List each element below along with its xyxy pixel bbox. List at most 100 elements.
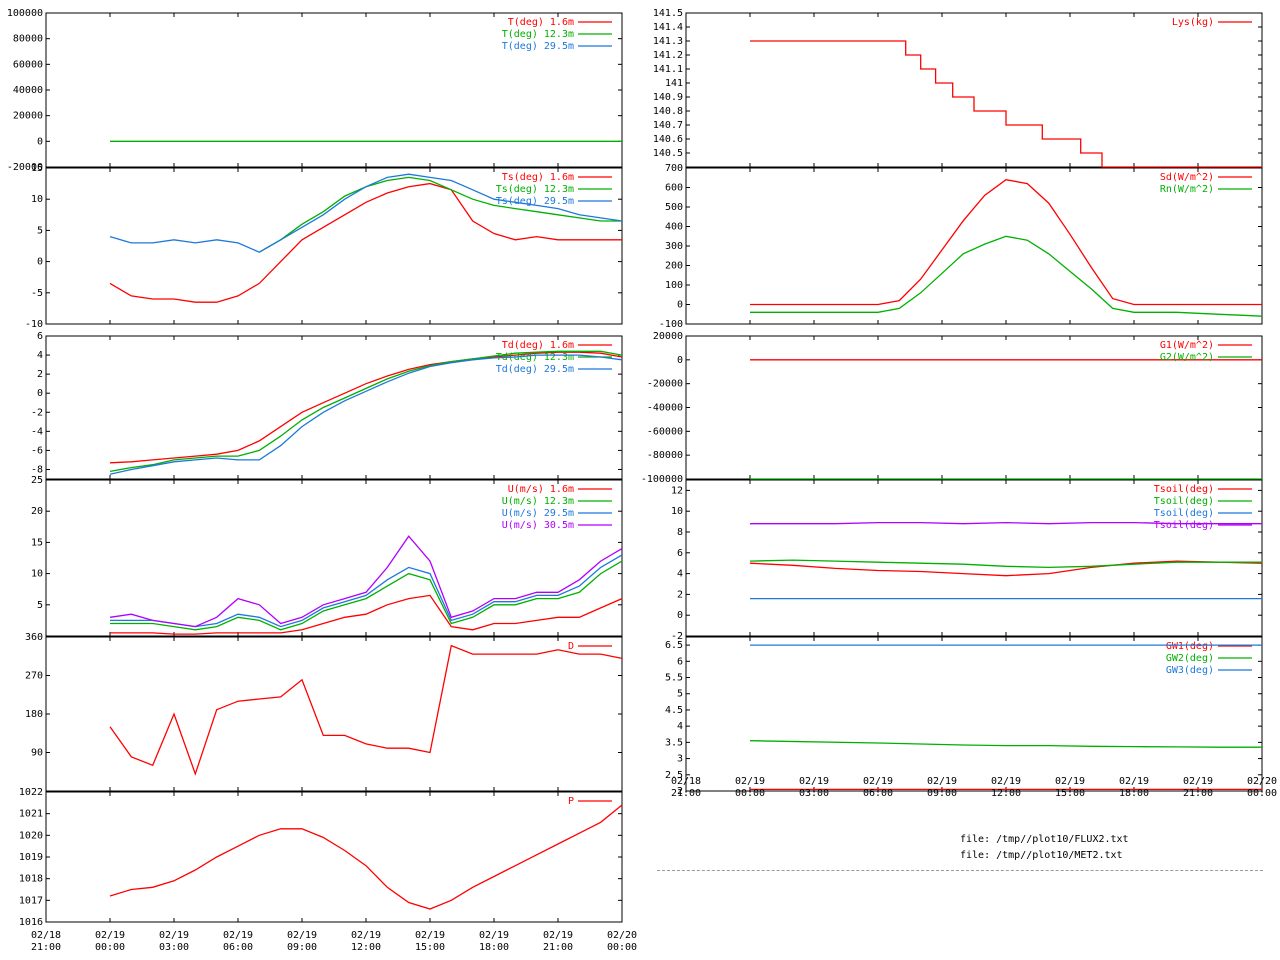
y-tick-label: 400 — [665, 222, 683, 233]
panel-tsoil: 121086420-2Tsoil(deg)Tsoil(deg)Tsoil(deg… — [671, 479, 1263, 642]
panel-rad: 700 600 500 400 300 200 100 0 -100 Sd(W/m^2)Rn(W/… — [659, 163, 1263, 330]
x-tick-label: 15:00 — [415, 942, 445, 953]
y-tick-label: 6 — [677, 548, 683, 559]
y-tick-label: 500 — [665, 202, 683, 213]
x-tick-label: 02/19 — [287, 930, 317, 941]
panel-dir: 360 270 180 90 D — [25, 632, 623, 792]
x-tick-label: 02/19 — [95, 930, 125, 941]
x-tick-label: 02/19 — [159, 930, 189, 941]
y-tick-label: 5 — [37, 225, 43, 236]
y-tick-label: 1016 — [19, 917, 43, 928]
y-tick-label: 2 — [37, 369, 43, 380]
y-tick-label: 2 — [677, 786, 683, 797]
y-tick-label: 6.5 — [665, 640, 683, 651]
y-tick-label: 0 — [677, 355, 683, 366]
y-tick-label: 6 — [677, 656, 683, 667]
y-tick-label: 0 — [37, 136, 43, 147]
x-tick-label: 02/19 — [863, 776, 893, 787]
y-tick-label: 12 — [671, 485, 683, 496]
y-tick-label: -2 — [671, 631, 683, 642]
x-tick-label: 00:00 — [607, 942, 637, 953]
legend-label: Rn(W/m^2) — [1160, 184, 1214, 195]
y-tick-label: -20000 — [647, 379, 683, 390]
y-tick-label: 1021 — [19, 809, 43, 820]
y-tick-label: 141 — [665, 78, 683, 89]
y-tick-label: -2 — [31, 407, 43, 418]
y-tick-label: 360 — [25, 632, 43, 643]
series-line — [750, 40, 1262, 168]
series-line — [109, 804, 623, 910]
panel-temp: 100000 80000 60000 40000 20000 0 -20000 T(deg) … — [7, 8, 623, 173]
y-tick-label: 200 — [665, 261, 683, 272]
y-tick-label: -100000 — [641, 474, 683, 485]
legend-label: Td(deg) 12.3m — [496, 352, 574, 363]
series-line — [750, 179, 1262, 306]
series-line — [258, 176, 622, 253]
y-tick-label: 10 — [31, 194, 43, 205]
x-tick-label: 02/19 — [1183, 776, 1213, 787]
y-tick-label: 1020 — [19, 830, 43, 841]
legend-label: T(deg) 12.3m — [502, 29, 574, 40]
footer-file-flux: file: /tmp//plot10/FLUX2.txt — [960, 834, 1129, 845]
y-tick-label: 100000 — [7, 8, 43, 19]
legend-label: U(m/s) 29.5m — [502, 508, 574, 519]
y-tick-label: 8 — [677, 527, 683, 538]
separator-line — [657, 870, 1263, 871]
legend-label: D — [568, 641, 574, 652]
y-tick-label: 141.5 — [653, 8, 683, 19]
x-tick-label: 02/19 — [927, 776, 957, 787]
y-tick-label: 141.2 — [653, 50, 683, 61]
legend-label: U(m/s) 12.3m — [502, 496, 574, 507]
y-tick-label: 90 — [31, 748, 43, 759]
y-tick-label: 20 — [31, 506, 43, 517]
y-tick-label: 141.3 — [653, 36, 683, 47]
x-axis-labels: 02/1821:0002/1900:0002/1903:0002/1906:00… — [31, 930, 637, 953]
series-line — [749, 740, 1262, 748]
legend-label: Tsoil(deg) — [1154, 484, 1214, 495]
x-tick-label: 02/19 — [223, 930, 253, 941]
panel-gw: 6.5 6 5.5 5 4.5 4 3.5 3 2.5 2 GW1(deg)GW2(deg)GW3(… — [665, 636, 1263, 797]
panel-frame — [685, 479, 1263, 637]
y-tick-label: -6 — [31, 445, 43, 456]
legend-label: Ts(deg) 1.6m — [502, 172, 574, 183]
y-tick-label: 141.1 — [653, 64, 683, 75]
x-tick-label: 00:00 — [1247, 788, 1277, 799]
y-tick-label: 1018 — [19, 874, 43, 885]
panel-frame — [685, 636, 1263, 792]
legend-label: T(deg) 29.5m — [502, 41, 574, 52]
series-line — [109, 535, 623, 628]
y-tick-label: 4 — [37, 350, 43, 361]
x-tick-label: 02/18 — [671, 776, 701, 787]
y-tick-label: 80000 — [13, 34, 43, 45]
y-tick-label: 4 — [677, 569, 683, 580]
legend-label: Ts(deg) 29.5m — [496, 196, 574, 207]
panel-wind: 25 20 15 10 5 U(m/s) 1.6mU(m/s) 12.3mU(m/s) 2… — [31, 475, 623, 637]
x-tick-label: 00:00 — [735, 788, 765, 799]
series-line — [110, 594, 623, 635]
x-tick-label: 02/19 — [799, 776, 829, 787]
x-tick-label: 12:00 — [351, 942, 381, 953]
y-tick-label: 2.5 — [665, 770, 683, 781]
footer-file-met: file: /tmp//plot10/MET2.txt — [960, 850, 1123, 861]
legend-label: GW1(deg) — [1166, 641, 1214, 652]
y-tick-label: 1019 — [19, 852, 43, 863]
series-line — [109, 350, 623, 473]
x-tick-label: 21:00 — [671, 788, 701, 799]
x-tick-label: 03:00 — [159, 942, 189, 953]
y-tick-label: -8 — [31, 464, 43, 475]
y-tick-label: 140.7 — [653, 120, 683, 131]
series-line — [749, 560, 1263, 577]
y-tick-label: 4.5 — [665, 705, 683, 716]
y-tick-label: 5 — [37, 600, 43, 611]
y-tick-label: 3.5 — [665, 737, 683, 748]
y-tick-label: 40000 — [13, 85, 43, 96]
x-tick-label: 02/18 — [31, 930, 61, 941]
y-tick-label: 180 — [25, 709, 43, 720]
series-line — [750, 521, 1262, 525]
y-tick-label: -100 — [659, 319, 683, 330]
legend-label: Tsoil(deg) — [1154, 496, 1214, 507]
y-tick-label: 600 — [665, 183, 683, 194]
x-tick-label: 09:00 — [287, 942, 317, 953]
legend-label: Td(deg) 1.6m — [502, 340, 574, 351]
